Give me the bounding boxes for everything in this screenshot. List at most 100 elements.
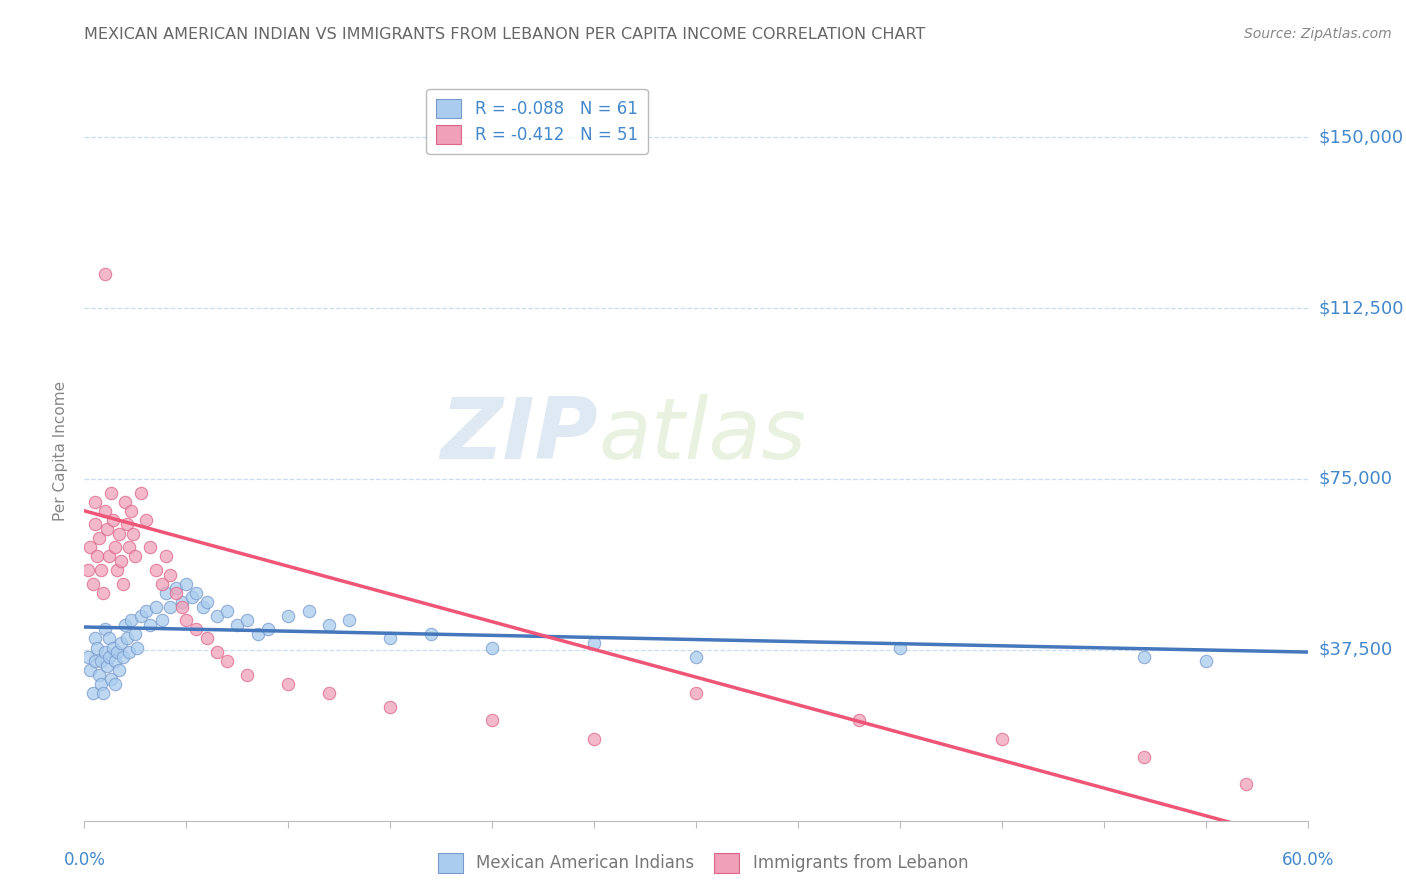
Point [90,563,112,577]
Text: atlas: atlas [598,394,806,477]
Point [120,504,142,518]
Text: $37,500: $37,500 [1319,640,1393,659]
Point [155,549,177,564]
Point [112,649,135,664]
Point [97,549,120,564]
Point [205,608,228,623]
Point [150,576,173,591]
Point [82,686,104,700]
Point [226,617,249,632]
Point [131,485,153,500]
Point [165,582,187,596]
Point [135,604,156,618]
Point [174,576,197,591]
Point [217,654,239,668]
Point [481,640,503,655]
Point [108,526,131,541]
Point [195,632,218,646]
Point [582,731,605,746]
Legend: Mexican American Indians, Immigrants from Lebanon: Mexican American Indians, Immigrants fro… [432,847,974,880]
Point [236,668,259,682]
Text: 60.0%: 60.0% [1281,851,1334,869]
Point [87,668,110,682]
Point [108,663,131,677]
Point [110,554,132,568]
Point [256,622,278,636]
Point [150,613,173,627]
Point [101,640,124,655]
Point [96,658,118,673]
Point [277,677,299,691]
Point [159,599,181,614]
Point [90,677,112,691]
Point [114,494,136,508]
Legend: R = -0.088   N = 61, R = -0.412   N = 51: R = -0.088 N = 61, R = -0.412 N = 51 [426,88,648,153]
Point [297,604,319,618]
Point [87,531,110,545]
Point [685,686,707,700]
Point [112,576,135,591]
Point [104,654,127,668]
Point [186,586,208,600]
Point [93,645,115,659]
Point [90,654,112,668]
Point [138,617,160,632]
Point [83,494,105,508]
Point [86,640,108,655]
Point [181,591,204,605]
Point [118,645,141,659]
Point [990,731,1012,746]
Point [120,613,142,627]
Point [165,586,187,600]
Point [127,640,149,655]
Point [186,622,208,636]
Point [100,673,122,687]
Point [101,513,124,527]
Point [96,522,118,536]
Text: MEXICAN AMERICAN INDIAN VS IMMIGRANTS FROM LEBANON PER CAPITA INCOME CORRELATION: MEXICAN AMERICAN INDIAN VS IMMIGRANTS FR… [84,27,925,42]
Point [122,526,145,541]
Point [110,636,132,650]
Point [246,627,269,641]
Point [159,567,181,582]
Point [195,595,218,609]
Point [135,513,156,527]
Point [93,504,115,518]
Point [118,541,141,555]
Point [91,686,114,700]
Point [191,599,214,614]
Point [83,632,105,646]
Point [82,576,104,591]
Point [104,541,127,555]
Text: Source: ZipAtlas.com: Source: ZipAtlas.com [1244,27,1392,41]
Point [79,541,101,555]
Point [77,563,100,577]
Point [97,649,120,664]
Point [277,608,299,623]
Point [217,604,239,618]
Point [1133,749,1156,764]
Point [105,645,128,659]
Point [105,563,128,577]
Y-axis label: Per Capita Income: Per Capita Income [53,380,69,521]
Point [236,613,259,627]
Point [145,599,167,614]
Point [848,714,870,728]
Point [138,541,160,555]
Point [83,517,105,532]
Point [155,586,177,600]
Point [97,632,120,646]
Text: ZIP: ZIP [440,394,598,477]
Point [1234,777,1257,791]
Point [318,686,340,700]
Point [889,640,911,655]
Point [685,649,707,664]
Point [115,517,138,532]
Point [131,608,153,623]
Point [100,485,122,500]
Point [205,645,228,659]
Point [339,613,360,627]
Point [420,627,443,641]
Point [79,663,101,677]
Point [174,613,197,627]
